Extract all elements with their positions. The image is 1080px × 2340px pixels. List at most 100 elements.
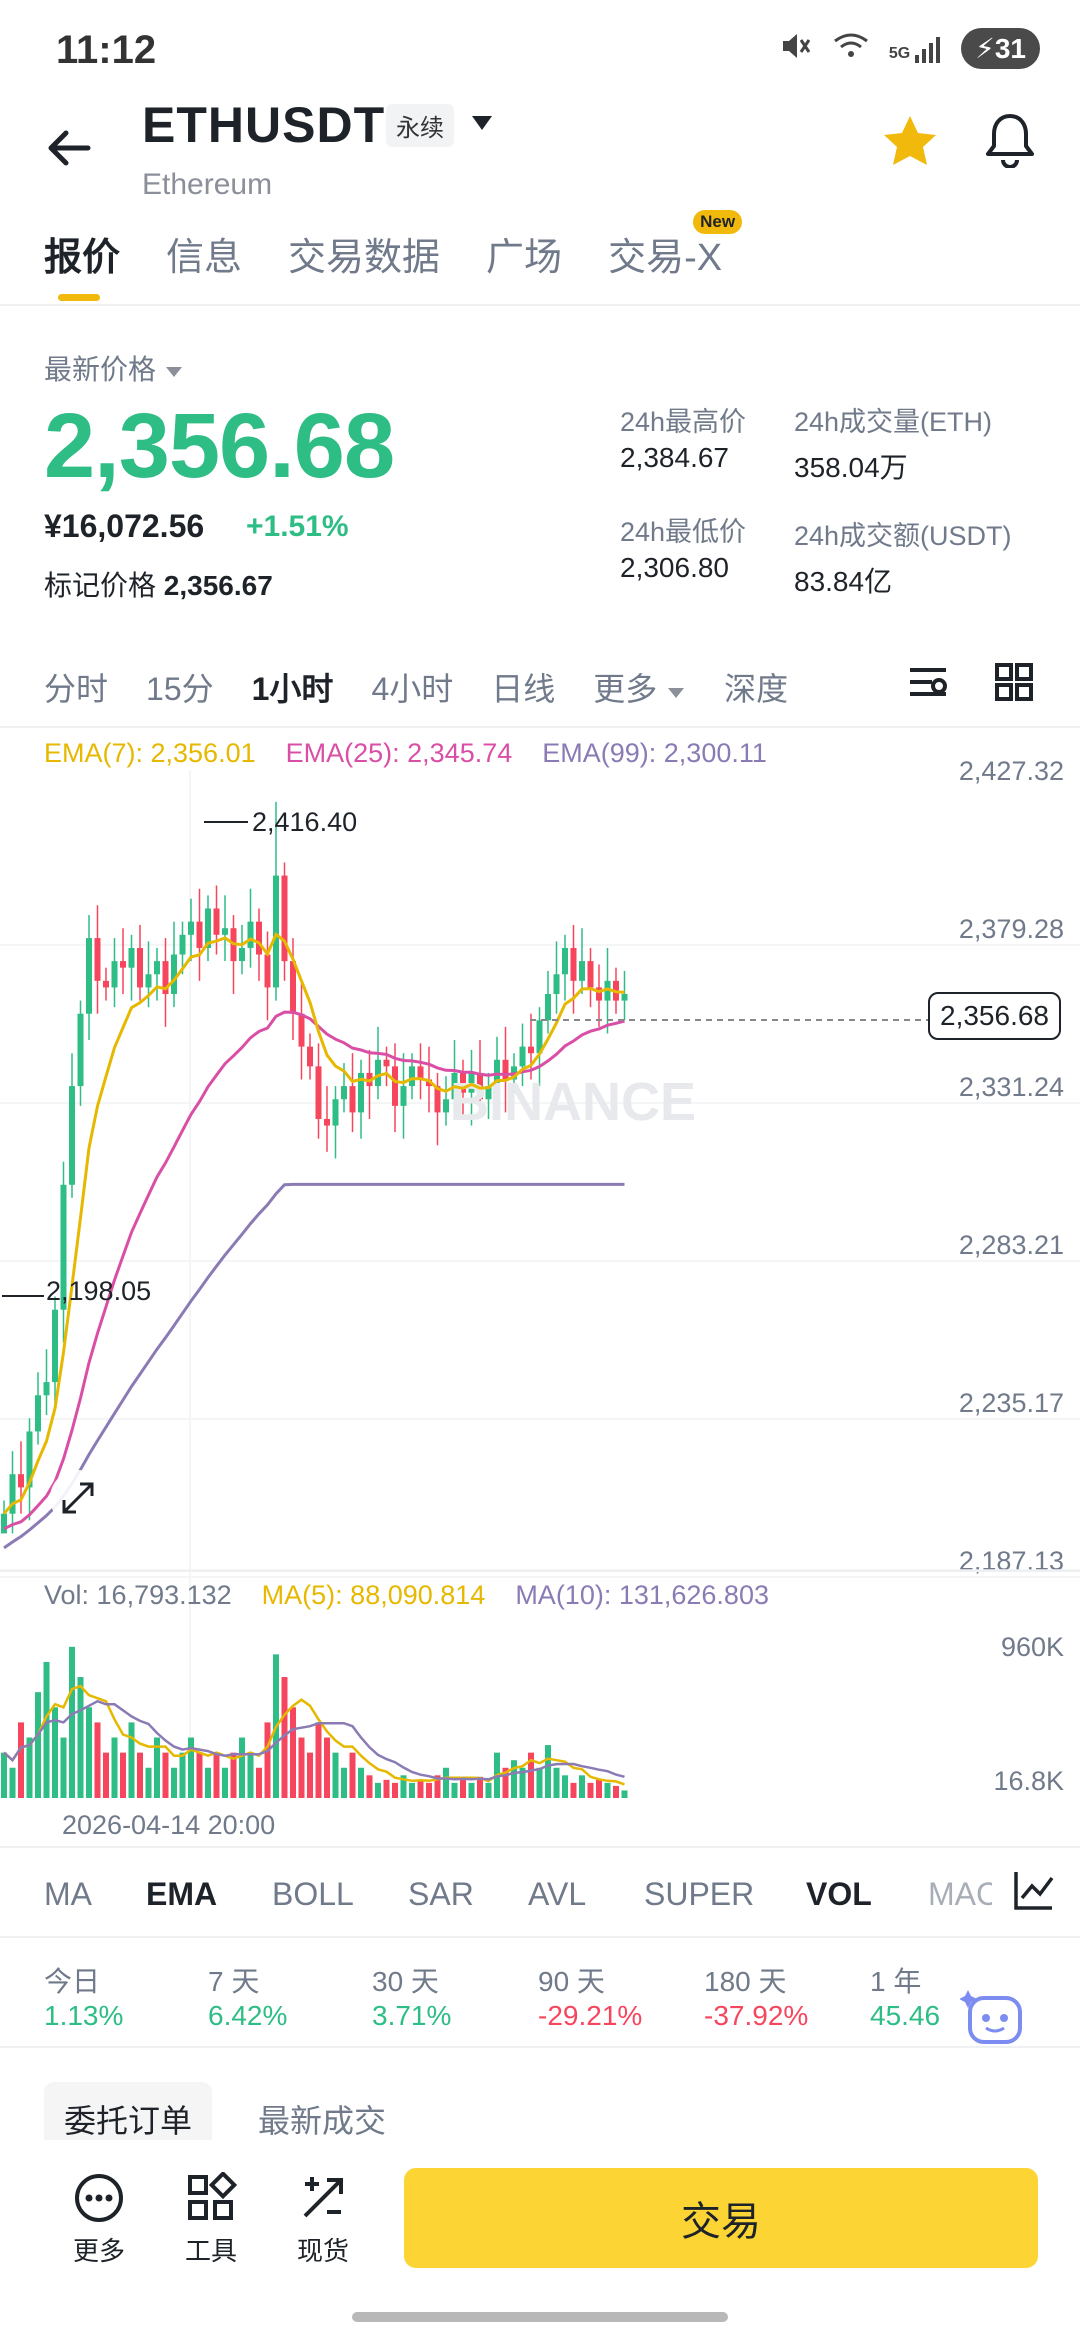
candle-body — [545, 993, 551, 1021]
volume-bar — [205, 1767, 211, 1798]
more-dots-icon — [75, 2174, 123, 2222]
perf-1y: 1 年 45.46 — [870, 1960, 940, 2032]
candle-body — [111, 961, 118, 988]
volume-bar — [137, 1752, 143, 1798]
candle-body — [528, 1046, 534, 1054]
indicator-sar[interactable]: SAR — [408, 1876, 474, 1912]
indicator-avl[interactable]: AVL — [528, 1876, 587, 1912]
volume-bar — [52, 1707, 58, 1798]
symbol-title[interactable]: ETHUSDT — [142, 97, 386, 153]
volume-bar — [332, 1752, 339, 1798]
volume-bar — [111, 1737, 118, 1798]
tab-recent-trades[interactable]: 最新成交 — [258, 2103, 387, 2139]
volume-bar — [171, 1767, 177, 1798]
vol-eth-value: 358.04万 — [794, 452, 908, 483]
candle-body — [426, 1079, 432, 1087]
tab-trade-x[interactable]: 交易-X New — [608, 210, 743, 281]
price-axis-label: 2,331.24 — [958, 1072, 1064, 1102]
assistant-bot-icon[interactable] — [959, 1984, 1030, 2059]
layout-grid-icon[interactable] — [994, 662, 1034, 707]
candle-body — [103, 980, 109, 988]
indicator-chart-icon[interactable] — [1012, 1868, 1056, 1917]
vol-ma10-line — [3, 1699, 625, 1781]
candle-body — [162, 961, 169, 994]
home-indicator — [352, 2312, 728, 2322]
tab-info[interactable]: 信息 — [166, 237, 243, 279]
bell-icon[interactable] — [984, 112, 1036, 173]
volume-bar — [196, 1752, 203, 1798]
chart-bottom-divider — [0, 1846, 1080, 1848]
volume-bar — [9, 1767, 16, 1798]
chart-gridlines — [0, 770, 1080, 1790]
tools-icon — [188, 2170, 238, 2220]
spot-label: 现货 — [296, 2236, 349, 2266]
timeframe-line[interactable]: 分时 — [44, 671, 109, 707]
caret-down-icon[interactable] — [470, 114, 494, 137]
tab-quote[interactable]: 报价 — [44, 226, 120, 301]
expand-icon[interactable] — [50, 1470, 106, 1526]
volume-bar — [392, 1782, 398, 1798]
indicator-vol[interactable]: VOL — [806, 1876, 872, 1912]
candle-body — [43, 1382, 50, 1396]
volume-bar — [94, 1722, 101, 1798]
volume-bar — [417, 1779, 424, 1798]
timeframe-15m[interactable]: 15分 — [146, 671, 214, 707]
timeframe-4h[interactable]: 4小时 — [371, 671, 454, 707]
spot-button[interactable]: 现货 — [278, 2172, 368, 2268]
volume-bar — [562, 1775, 568, 1798]
candle-body — [460, 1072, 466, 1093]
tab-square[interactable]: 广场 — [486, 237, 563, 279]
candle-body — [570, 947, 577, 981]
candlestick-chart[interactable]: BINANCE 2,416.40 2,198.05 — [0, 770, 1080, 1810]
volume-bar — [553, 1767, 560, 1798]
timeframe-more[interactable]: 更多 — [593, 664, 686, 710]
volume-bar — [570, 1782, 577, 1798]
volume-bar — [222, 1767, 228, 1798]
candle-body — [86, 938, 92, 1014]
tab-trading-data[interactable]: 交易数据 — [288, 237, 441, 279]
candle-body — [171, 954, 177, 994]
latest-price-label[interactable]: 最新价格 — [44, 348, 184, 388]
volume-bar — [579, 1775, 585, 1798]
indicator-super[interactable]: SUPER — [644, 1876, 755, 1912]
volume-bar — [290, 1707, 296, 1798]
candle-body — [349, 1086, 356, 1113]
vol-ma10-legend: MA(10): 131,626.803 — [515, 1580, 769, 1610]
timeframe-1h[interactable]: 1小时 — [251, 671, 334, 707]
latest-price-caret-icon — [165, 367, 182, 377]
indicator-ma[interactable]: MA — [44, 1876, 92, 1912]
tools-button[interactable]: 工具 — [166, 2170, 256, 2268]
candle-body — [273, 875, 279, 988]
candle-body — [562, 947, 568, 975]
candle-body — [52, 1309, 58, 1383]
mute-icon — [779, 31, 813, 66]
chart-date-label: 2026-04-14 20:00 — [62, 1810, 276, 1840]
vol-axis-label: 16.8K — [993, 1766, 1064, 1796]
volume-bar — [426, 1782, 432, 1798]
indicator-macd[interactable]: MAC — [928, 1876, 992, 1912]
indicator-boll[interactable]: BOLL — [272, 1876, 354, 1912]
status-icons: 5G ⚡31 — [779, 28, 1040, 69]
volume-bar — [511, 1760, 517, 1798]
volume-bar — [604, 1782, 611, 1798]
candle-body — [60, 1184, 67, 1310]
chart-settings-icon[interactable] — [906, 662, 950, 707]
volume-legend: Vol: 16,793.132 MA(5): 88,090.814 MA(10)… — [44, 1580, 769, 1611]
indicator-ema[interactable]: EMA — [146, 1876, 218, 1912]
ema99-line — [3, 1182, 625, 1550]
volume-bar — [307, 1752, 313, 1798]
perf-label: 今日 — [44, 1966, 101, 1997]
perf-today: 今日 1.13% — [44, 1960, 123, 2032]
timeframe-1d[interactable]: 日线 — [491, 671, 556, 707]
trade-button[interactable]: 交易 — [404, 2168, 1038, 2268]
vol-eth-label: 24h成交量(ETH) — [794, 407, 993, 437]
more-button[interactable]: 更多 — [54, 2172, 144, 2268]
volume-bar — [60, 1737, 67, 1798]
candle-body — [587, 961, 594, 988]
volume-bar — [434, 1775, 441, 1798]
volume-bar — [120, 1752, 126, 1798]
favorite-star-icon[interactable] — [882, 114, 938, 173]
candle-body — [256, 921, 262, 955]
back-arrow-icon[interactable] — [44, 120, 100, 176]
timeframe-depth[interactable]: 深度 — [724, 671, 789, 707]
